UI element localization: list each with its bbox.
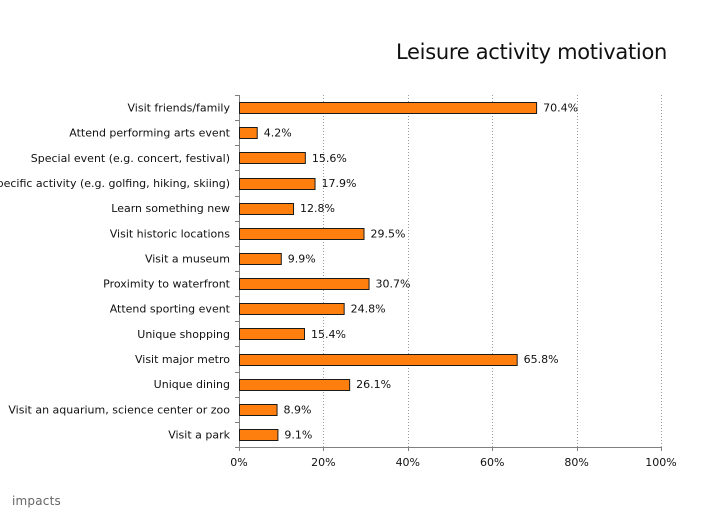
value-label: 30.7%	[376, 278, 411, 291]
category-label: Proximity to waterfront	[103, 278, 231, 291]
value-label: 26.1%	[356, 378, 391, 391]
bar-6	[239, 228, 365, 240]
x-tick-label: 0%	[230, 456, 247, 469]
grid-lines	[323, 95, 662, 447]
value-label: 15.6%	[312, 152, 347, 165]
value-label: 24.8%	[351, 303, 386, 316]
bar-2	[239, 127, 258, 139]
bar-7	[239, 253, 282, 265]
bar-10	[239, 328, 305, 340]
value-label: 17.9%	[322, 177, 357, 190]
value-label: 4.2%	[264, 127, 292, 140]
value-label: 65.8%	[524, 353, 559, 366]
value-label: 9.9%	[288, 252, 316, 265]
bar-3	[239, 152, 306, 164]
category-label: Visit friends/family	[128, 102, 231, 115]
category-label: Unique shopping	[137, 328, 230, 341]
chart-title: Leisure activity motivation	[396, 40, 667, 64]
bar-11	[239, 354, 518, 366]
category-label: Visit a park	[168, 428, 230, 441]
bar-1	[239, 102, 538, 114]
category-label: Unique dining	[154, 378, 230, 391]
bar-14	[239, 429, 279, 441]
x-tick-label: 20%	[311, 456, 335, 469]
bars	[239, 102, 538, 441]
category-label: Learn something new	[111, 202, 230, 215]
bar-4	[239, 178, 316, 190]
x-tick-label: 100%	[645, 456, 676, 469]
category-label: Visit an aquarium, science center or zoo	[8, 403, 230, 416]
value-label: 12.8%	[300, 202, 335, 215]
value-label: 15.4%	[311, 328, 346, 341]
category-label: Visit major metro	[135, 353, 230, 366]
category-label: Attend sporting event	[110, 303, 231, 316]
bar-8	[239, 278, 370, 290]
value-label: 9.1%	[284, 428, 312, 441]
labels: 0% 20% 40% 60% 80% 100% Visit friends/family 70…	[0, 102, 677, 469]
value-label: 70.4%	[543, 102, 578, 115]
category-label: Specific activity (e.g. golfing, hiking,…	[0, 177, 230, 190]
bar-5	[239, 203, 295, 215]
category-label: Visit historic locations	[110, 227, 231, 240]
axes	[235, 95, 662, 451]
x-tick-label: 80%	[564, 456, 588, 469]
category-label: Attend performing arts event	[69, 127, 230, 140]
value-label: 29.5%	[370, 227, 405, 240]
bar-13	[239, 404, 278, 416]
impacts-logo: impacts	[12, 494, 61, 508]
category-label: Special event (e.g. concert, festival)	[31, 152, 230, 165]
category-label: Visit a museum	[145, 252, 230, 265]
bar-9	[239, 303, 345, 315]
x-tick-label: 40%	[396, 456, 420, 469]
x-tick-label: 60%	[480, 456, 504, 469]
bar-12	[239, 379, 351, 391]
value-label: 8.9%	[284, 403, 312, 416]
